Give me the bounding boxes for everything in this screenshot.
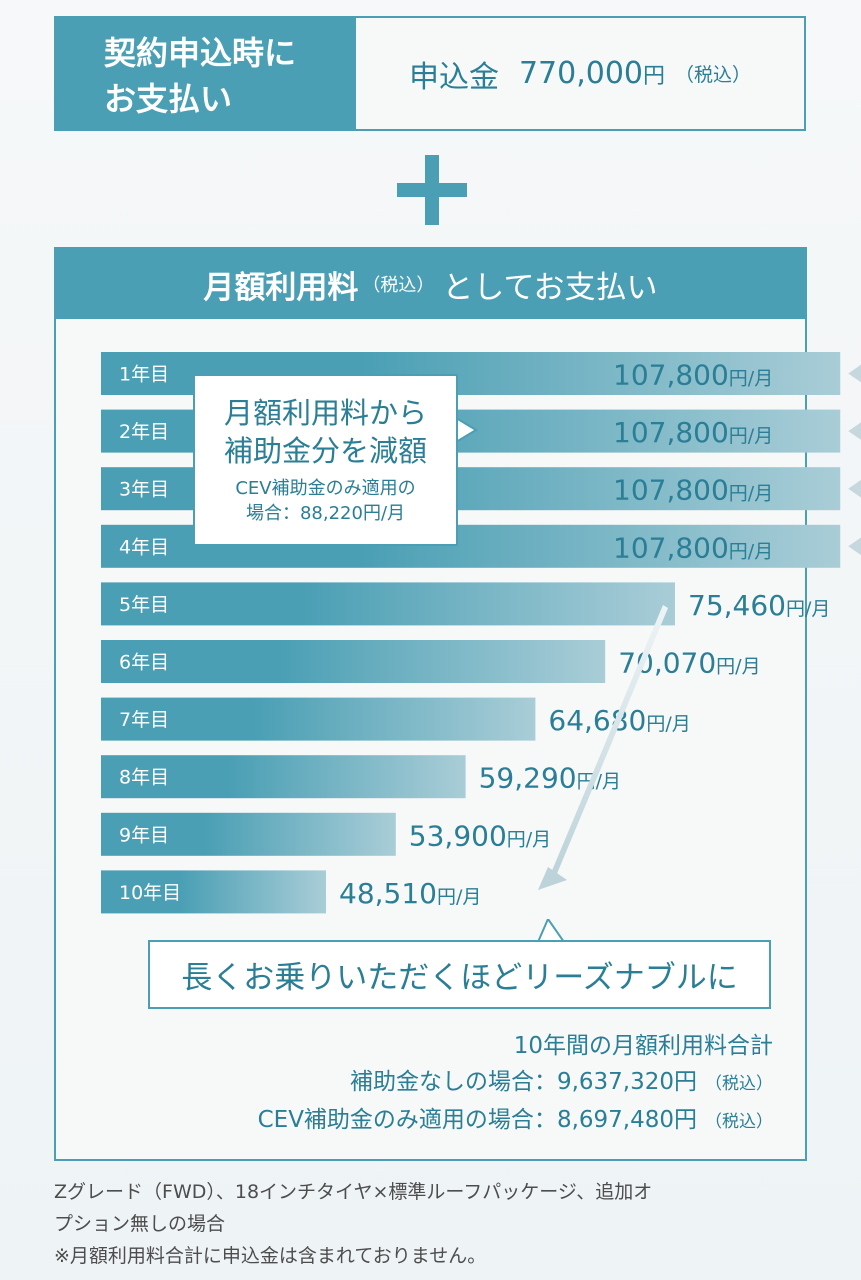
bar-year-9 <box>101 812 396 856</box>
year-label-3: 3年目 <box>119 479 169 501</box>
monthly-header-rest: としてお支払い <box>442 269 658 306</box>
totals-row1-label: 補助金なしの場合： <box>349 1069 557 1095</box>
footnote-line3: ※月額利用料合計に申込金は含まれておりません。 <box>54 1245 487 1267</box>
bar-year-6 <box>101 640 606 683</box>
year-label-4: 4年目 <box>119 536 169 558</box>
year-label-9: 9年目 <box>119 824 169 846</box>
upfront-label: 申込金 <box>408 59 499 95</box>
bar-year-8 <box>101 755 466 799</box>
reduction-arrow-head-2 <box>848 422 861 440</box>
totals-row-cev-subsidy: CEV補助金のみ適用の場合：8,697,480円 （税込） <box>258 1102 773 1140</box>
value-label-2: 107,800円/月 <box>613 416 773 449</box>
totals-row2-value: 8,697,480円 <box>556 1107 697 1133</box>
value-label-9: 53,900円/月 <box>409 819 551 852</box>
monthly-header-tax: （税込） <box>362 275 435 296</box>
upfront-amount-value: 770,000 <box>518 56 644 91</box>
upfront-amount: 申込金 770,000 円 （税込） <box>356 18 804 129</box>
year-label-1: 1年目 <box>119 364 169 386</box>
value-label-7: 64,680円/月 <box>548 704 690 737</box>
tagline-box: 長くお乗りいただくほどリーズナブルに <box>148 940 771 1009</box>
monthly-header-main: 月額利用料 <box>203 269 359 306</box>
footnote-line1: Zグレード（FWD）、18インチタイヤ×標準ルーフパッケージ、追加オ <box>54 1181 653 1203</box>
upfront-header-line2: お支払い <box>104 80 233 118</box>
footnote-line2: プション無しの場合 <box>54 1213 226 1235</box>
decreasing-arrow-icon <box>538 605 668 890</box>
callout-line3: CEV補助金のみ適用の <box>235 478 416 499</box>
upfront-tax: （税込） <box>675 64 752 86</box>
upfront-payment-box: 契約申込時に お支払い 申込金 770,000 円 （税込） <box>54 16 806 131</box>
totals-row2-tax: （税込） <box>705 1112 773 1132</box>
callout-line2: 補助金分を減額 <box>223 434 427 468</box>
year-label-8: 8年目 <box>119 767 169 789</box>
value-label-6: 70,070円/月 <box>618 647 760 680</box>
bar-year-10 <box>101 870 326 914</box>
upfront-header-line1: 契約申込時に <box>104 34 297 72</box>
ten-year-totals: 10年間の月額利用料合計 補助金なしの場合：9,637,320円 （税込） CEV… <box>258 1028 773 1140</box>
reduction-arrow-head-1 <box>848 364 861 383</box>
value-label-3: 107,800円/月 <box>613 474 773 507</box>
upfront-yen: 円 <box>643 63 666 89</box>
totals-row-no-subsidy: 補助金なしの場合：9,637,320円 （税込） <box>258 1064 773 1102</box>
totals-row1-tax: （税込） <box>705 1074 773 1094</box>
value-label-1: 107,800円/月 <box>613 359 773 392</box>
bar-year-7 <box>101 697 536 741</box>
bar-year-5 <box>101 582 675 626</box>
monthly-header: 月額利用料 （税込） としてお支払い <box>56 249 805 319</box>
callout-line4: 場合：88,220円/月 <box>245 503 406 524</box>
footnote: Zグレード（FWD）、18インチタイヤ×標準ルーフパッケージ、追加オ プション無… <box>54 1176 806 1272</box>
year-label-5: 5年目 <box>119 594 169 616</box>
reduction-arrow-head-4 <box>848 537 861 556</box>
callout-pointer <box>456 418 478 442</box>
upfront-header: 契約申込時に お支払い <box>56 18 356 129</box>
reduction-arrow-head-3 <box>848 479 861 498</box>
totals-heading: 10年間の月額利用料合計 <box>513 1033 773 1059</box>
year-label-7: 7年目 <box>119 709 169 731</box>
value-label-10: 48,510円/月 <box>339 877 481 910</box>
totals-row1-value: 9,637,320円 <box>556 1069 697 1095</box>
subsidy-callout: 月額利用料から 補助金分を減額 CEV補助金のみ適用の 場合：88,220円/月 <box>193 374 458 546</box>
value-label-5: 75,460円/月 <box>688 589 830 622</box>
year-label-6: 6年目 <box>119 652 169 674</box>
value-label-4: 107,800円/月 <box>613 531 773 564</box>
plus-icon <box>397 155 467 225</box>
callout-line1: 月額利用料から <box>223 396 427 430</box>
year-label-10: 10年目 <box>119 882 181 904</box>
totals-row2-label: CEV補助金のみ適用の場合： <box>257 1107 557 1133</box>
tagline-pointer <box>538 919 564 942</box>
year-label-2: 2年目 <box>119 421 169 443</box>
